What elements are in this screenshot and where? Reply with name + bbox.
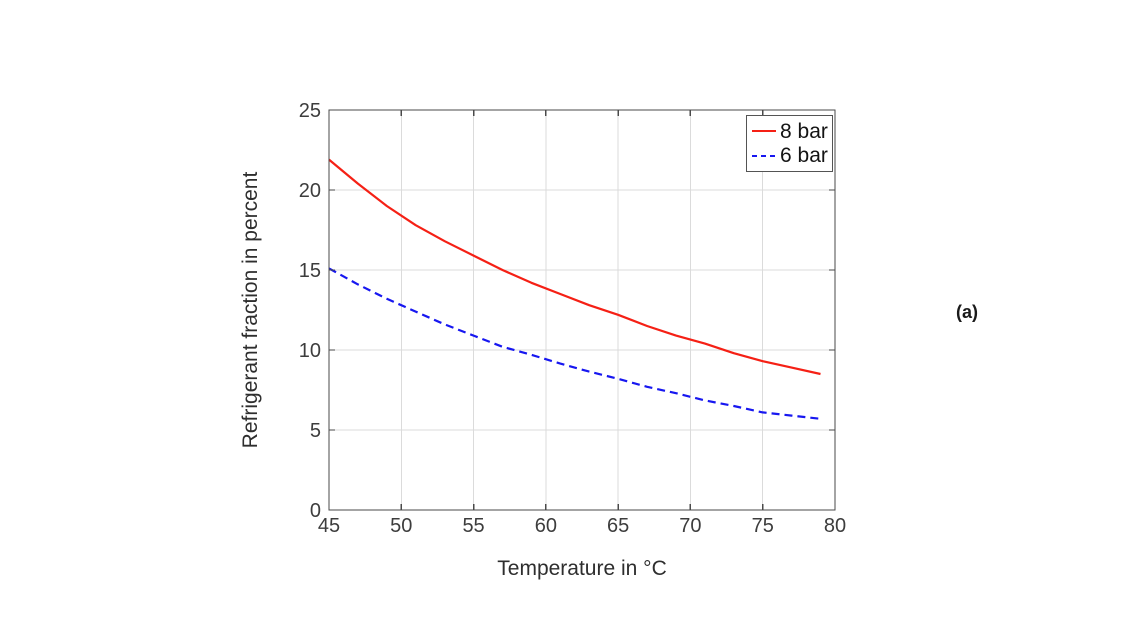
legend-item: 8 bar <box>752 121 828 142</box>
y-tick-label: 5 <box>310 420 321 442</box>
series-layer <box>328 158 821 420</box>
panel-label: (a) <box>956 302 978 322</box>
x-tick-label: 45 <box>318 515 340 537</box>
y-tick-label: 20 <box>299 180 321 202</box>
x-tick-label: 75 <box>752 515 774 537</box>
x-tick-label: 65 <box>607 515 629 537</box>
tick-label-layer: 45 50 55 60 65 70 75 80 0 5 10 15 20 25 <box>299 100 846 537</box>
grid-layer <box>329 110 835 510</box>
x-axis-label: Temperature in °C <box>497 557 667 580</box>
x-tick-label: 60 <box>535 515 557 537</box>
y-tick-label: 15 <box>299 260 321 282</box>
y-tick-label: 0 <box>310 500 321 522</box>
legend-label-8bar: 8 bar <box>780 119 828 143</box>
legend-line-sample-8bar <box>752 129 776 133</box>
legend-label-6bar: 6 bar <box>780 144 828 168</box>
y-tick-label: 25 <box>299 100 321 122</box>
legend: 8 bar 6 bar <box>746 115 833 172</box>
y-tick-label: 10 <box>299 340 321 362</box>
x-tick-label: 70 <box>679 515 701 537</box>
legend-item: 6 bar <box>752 145 828 166</box>
x-tick-label: 55 <box>462 515 484 537</box>
x-tick-label: 50 <box>390 515 412 537</box>
legend-line-sample-6bar <box>752 154 776 158</box>
series-line-8-bar <box>328 158 821 376</box>
series-line-6-bar <box>328 267 821 420</box>
axes-layer <box>328 109 836 511</box>
x-tick-label: 80 <box>824 515 846 537</box>
axes-box <box>328 109 836 511</box>
y-axis-label: Refrigerant fraction in percent <box>239 171 262 449</box>
